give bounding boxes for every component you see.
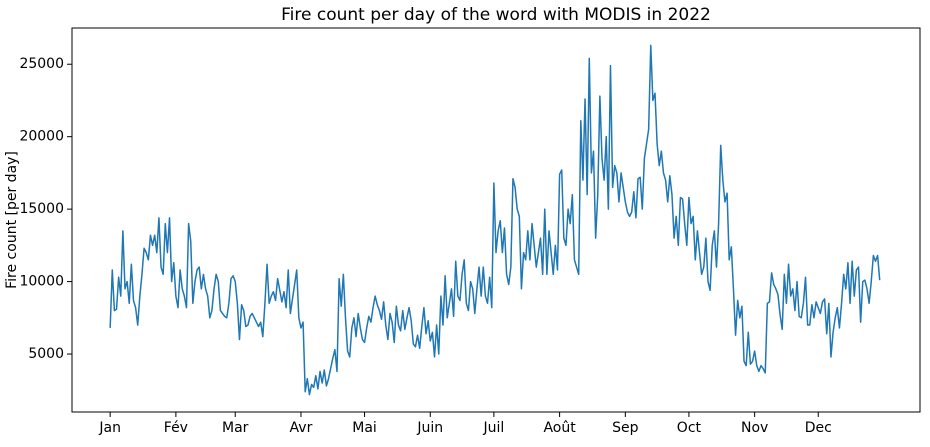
x-tick-label: Nov [741, 420, 768, 436]
y-tick-label: 25000 [19, 56, 64, 72]
chart-title: Fire count per day of the word with MODI… [281, 5, 711, 25]
y-tick-label: 10000 [19, 274, 64, 290]
x-tick-label: Août [543, 420, 576, 436]
y-axis-label: Fire count [per day] [4, 151, 20, 289]
x-tick-label: Dec [805, 420, 832, 436]
x-tick-label: Mai [352, 420, 377, 436]
x-tick-label: Sep [612, 420, 639, 436]
y-tick-label: 15000 [19, 201, 64, 217]
x-tick-label: Fév [164, 420, 188, 436]
data-line [109, 44, 881, 396]
plot-frame [71, 27, 921, 413]
x-tick-label: Mar [222, 420, 249, 436]
x-tick-label: Avr [290, 420, 313, 436]
y-tick-label: 5000 [28, 346, 64, 362]
x-tick-label: Juin [416, 420, 443, 436]
x-tick-label: Jan [98, 420, 121, 436]
y-tick-label: 20000 [19, 129, 64, 145]
x-tick-label: Oct [677, 420, 702, 436]
x-tick-label: Juil [482, 420, 504, 436]
